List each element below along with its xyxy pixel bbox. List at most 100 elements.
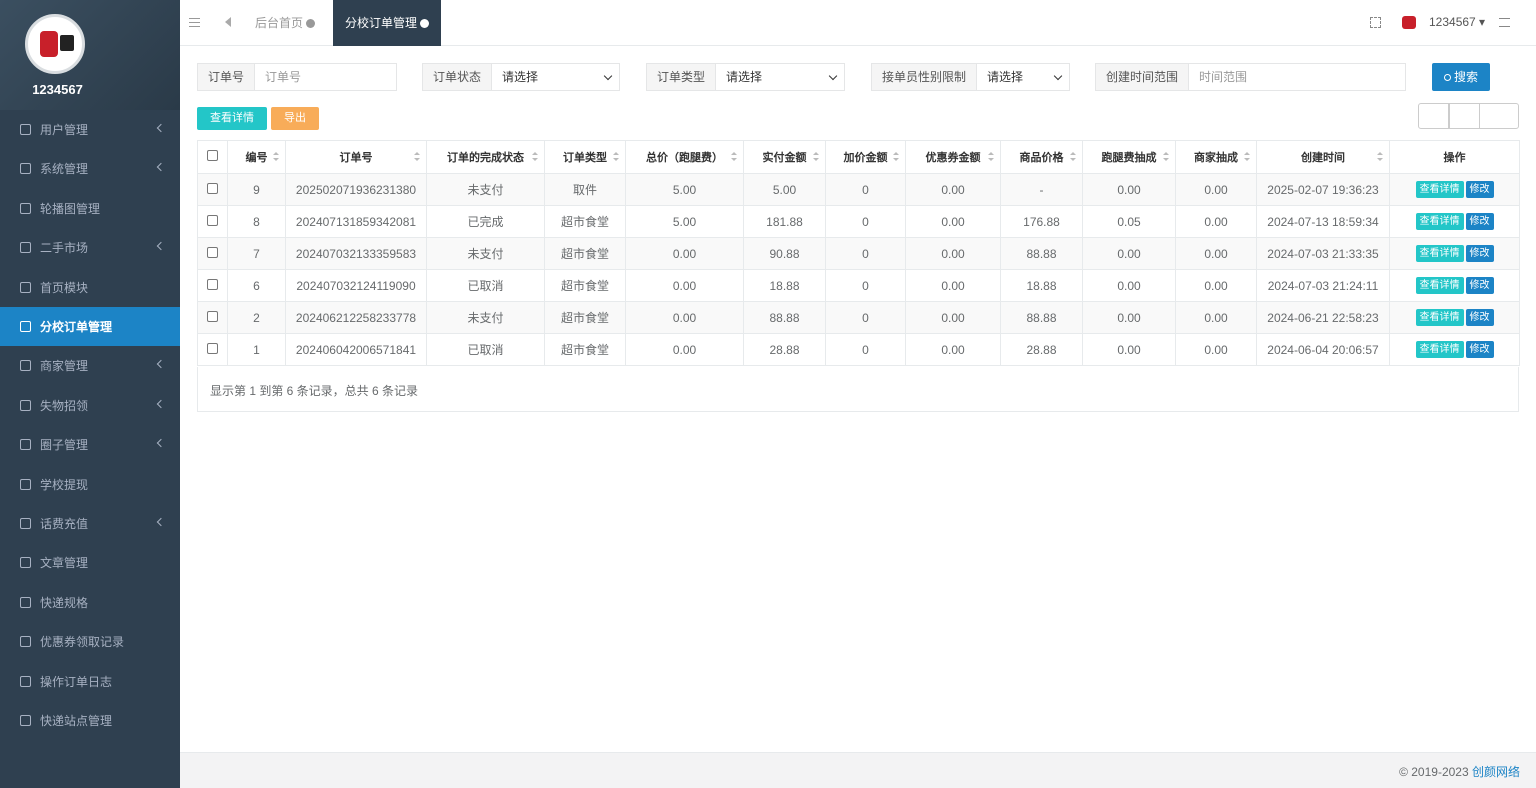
menu-label: 轮播图管理: [40, 201, 101, 216]
cell: 202407032133359583: [285, 237, 427, 270]
menu-item[interactable]: 二手市场: [0, 228, 180, 267]
menu-item[interactable]: 商家管理: [0, 346, 180, 385]
submenu-arrow: [156, 123, 166, 133]
fullscreen[interactable]: [1370, 17, 1381, 28]
refresh-button[interactable]: [1418, 103, 1449, 129]
filter-select[interactable]: 请选择: [492, 64, 619, 90]
edit-button[interactable]: 修改: [1465, 181, 1494, 198]
edit-button[interactable]: 修改: [1465, 341, 1494, 358]
tab-close[interactable]: [420, 19, 430, 28]
cell: 0: [825, 333, 906, 366]
column-header[interactable]: 商品价格: [1000, 140, 1083, 174]
user-menu[interactable]: 1234567 ▾: [1429, 15, 1486, 29]
edit-button[interactable]: 修改: [1465, 277, 1494, 294]
filter-select[interactable]: 请选择: [977, 64, 1069, 90]
menu-icon: [20, 715, 31, 726]
cell: 0.00: [1175, 333, 1257, 366]
menu-label: 分校订单管理: [40, 320, 113, 334]
column-header[interactable]: 订单类型: [544, 140, 626, 174]
checkbox[interactable]: [207, 342, 218, 354]
edit-button[interactable]: 修改: [1465, 245, 1494, 262]
menu-item[interactable]: 用户管理: [0, 110, 180, 149]
detail-button[interactable]: 查看详情: [197, 107, 267, 130]
menu-icon: [20, 124, 31, 135]
tab-label: 后台首页: [255, 16, 304, 30]
cell: 0.00: [905, 301, 1001, 334]
menu-item[interactable]: 文章管理: [0, 543, 180, 582]
cell: 1: [227, 333, 286, 366]
tab[interactable]: 后台首页: [243, 0, 327, 46]
column-header[interactable]: 订单号: [285, 140, 427, 174]
checkbox[interactable]: [207, 150, 218, 161]
checkbox[interactable]: [207, 310, 218, 322]
cell: 0.00: [1082, 269, 1176, 302]
menu-label: 快递站点管理: [40, 714, 113, 728]
menu-item[interactable]: 话费充值: [0, 504, 180, 543]
menu-label: 用户管理: [40, 123, 89, 137]
column-header[interactable]: 实付金额: [743, 140, 826, 174]
tab-close[interactable]: [306, 19, 316, 28]
column-header[interactable]: 编号: [227, 140, 286, 174]
filter-group: 订单状态 请选择: [422, 63, 620, 91]
menu-icon: [20, 242, 31, 254]
tab-back[interactable]: [225, 17, 231, 27]
view-button[interactable]: 查看详情: [1415, 245, 1464, 262]
menu-toggle[interactable]: [189, 18, 200, 27]
columns-button[interactable]: [1479, 103, 1519, 129]
column-header[interactable]: 优惠券金额: [905, 140, 1001, 174]
menu-icon: [20, 360, 31, 372]
checkbox[interactable]: [207, 182, 218, 194]
menu-item[interactable]: 系统管理: [0, 149, 180, 188]
row-actions: 查看详情 修改: [1389, 301, 1520, 334]
cell: 28.88: [743, 333, 826, 366]
submenu-arrow: [156, 163, 166, 172]
filter-input[interactable]: 时间范围: [1199, 70, 1248, 84]
menu-item[interactable]: 快递站点管理: [0, 701, 180, 740]
cell: 0.05: [1082, 205, 1176, 238]
header-row: 编号 订单号 订单的完成状态 订单类型 总价（跑腿费） 实付金额 加价金额 优惠券金额 商品价格…: [197, 140, 1520, 174]
view-button[interactable]: 查看详情: [1415, 181, 1464, 198]
checkbox[interactable]: [207, 278, 218, 290]
column-header[interactable]: 创建时间: [1256, 140, 1390, 174]
menu-item[interactable]: 学校提现: [0, 465, 180, 504]
tab[interactable]: 分校订单管理: [333, 0, 442, 46]
menu-item[interactable]: 分校订单管理: [0, 307, 180, 346]
menu-item[interactable]: 圈子管理: [0, 425, 180, 464]
filter-select[interactable]: 请选择: [716, 64, 844, 90]
menu-item[interactable]: 操作订单日志: [0, 662, 180, 701]
cell: 88.88: [1000, 237, 1083, 270]
cell: 2024-07-13 18:59:34: [1256, 205, 1390, 238]
filter-label: 接单员性别限制: [872, 64, 978, 90]
export-button[interactable]: 导出: [271, 107, 319, 130]
company-link[interactable]: 创颜网络: [1471, 765, 1520, 779]
column-header[interactable]: 加价金额: [825, 140, 906, 174]
edit-button[interactable]: 修改: [1465, 309, 1494, 326]
edit-button[interactable]: 修改: [1465, 213, 1494, 230]
footer: © 2019-2023 创颜网络: [180, 752, 1536, 788]
menu-item[interactable]: 快递规格: [0, 583, 180, 622]
menu-label: 首页模块: [40, 280, 89, 295]
view-button[interactable]: 查看详情: [1415, 341, 1464, 358]
checkbox[interactable]: [207, 214, 218, 226]
column-header[interactable]: 跑腿费抽成: [1082, 140, 1176, 174]
toggle-view[interactable]: [1449, 103, 1480, 129]
checkbox[interactable]: [207, 246, 218, 258]
view-button[interactable]: 查看详情: [1415, 309, 1464, 326]
column-header[interactable]: 商家抽成: [1175, 140, 1257, 174]
view-button[interactable]: 查看详情: [1415, 213, 1464, 230]
menu-icon: [20, 518, 31, 529]
menu-item[interactable]: 首页模块: [0, 268, 180, 307]
menu-item[interactable]: 失物招领: [0, 386, 180, 425]
pagination-info: 显示第 1 到第 6 条记录，总共 6 条记录: [197, 367, 1519, 412]
menu-icon: [20, 399, 31, 411]
column-header[interactable]: 订单的完成状态: [426, 140, 545, 174]
column-header[interactable]: 总价（跑腿费）: [625, 140, 744, 174]
cell: 0.00: [625, 301, 744, 334]
right-menu[interactable]: [1499, 18, 1510, 27]
menu-item[interactable]: 轮播图管理: [0, 189, 180, 228]
search-button[interactable]: 搜索: [1432, 63, 1490, 91]
menu-item[interactable]: 优惠券领取记录: [0, 622, 180, 661]
filter-input[interactable]: 订单号: [265, 70, 302, 84]
cell: 7: [227, 237, 286, 270]
view-button[interactable]: 查看详情: [1415, 277, 1464, 294]
